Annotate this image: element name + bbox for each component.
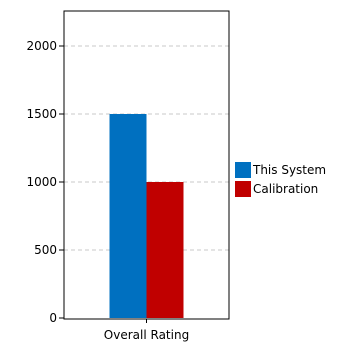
- y-axis-ticks: 0 500 1000 1500 2000: [26, 39, 64, 325]
- y-tick-label: 1500: [26, 107, 57, 121]
- legend-label: This System: [252, 163, 326, 177]
- legend-swatch: [235, 181, 251, 197]
- x-axis-labels: Overall Rating: [104, 319, 189, 342]
- bar-this-system: [110, 114, 147, 318]
- y-tick-label: 500: [34, 243, 57, 257]
- y-tick-label: 0: [49, 311, 57, 325]
- x-tick-label: Overall Rating: [104, 328, 189, 342]
- y-tick-label: 1000: [26, 175, 57, 189]
- legend: This System Calibration: [235, 162, 326, 197]
- y-tick-label: 2000: [26, 39, 57, 53]
- bars: [110, 114, 184, 318]
- legend-label: Calibration: [253, 182, 318, 196]
- legend-swatch: [235, 162, 251, 178]
- bar-calibration: [147, 182, 184, 318]
